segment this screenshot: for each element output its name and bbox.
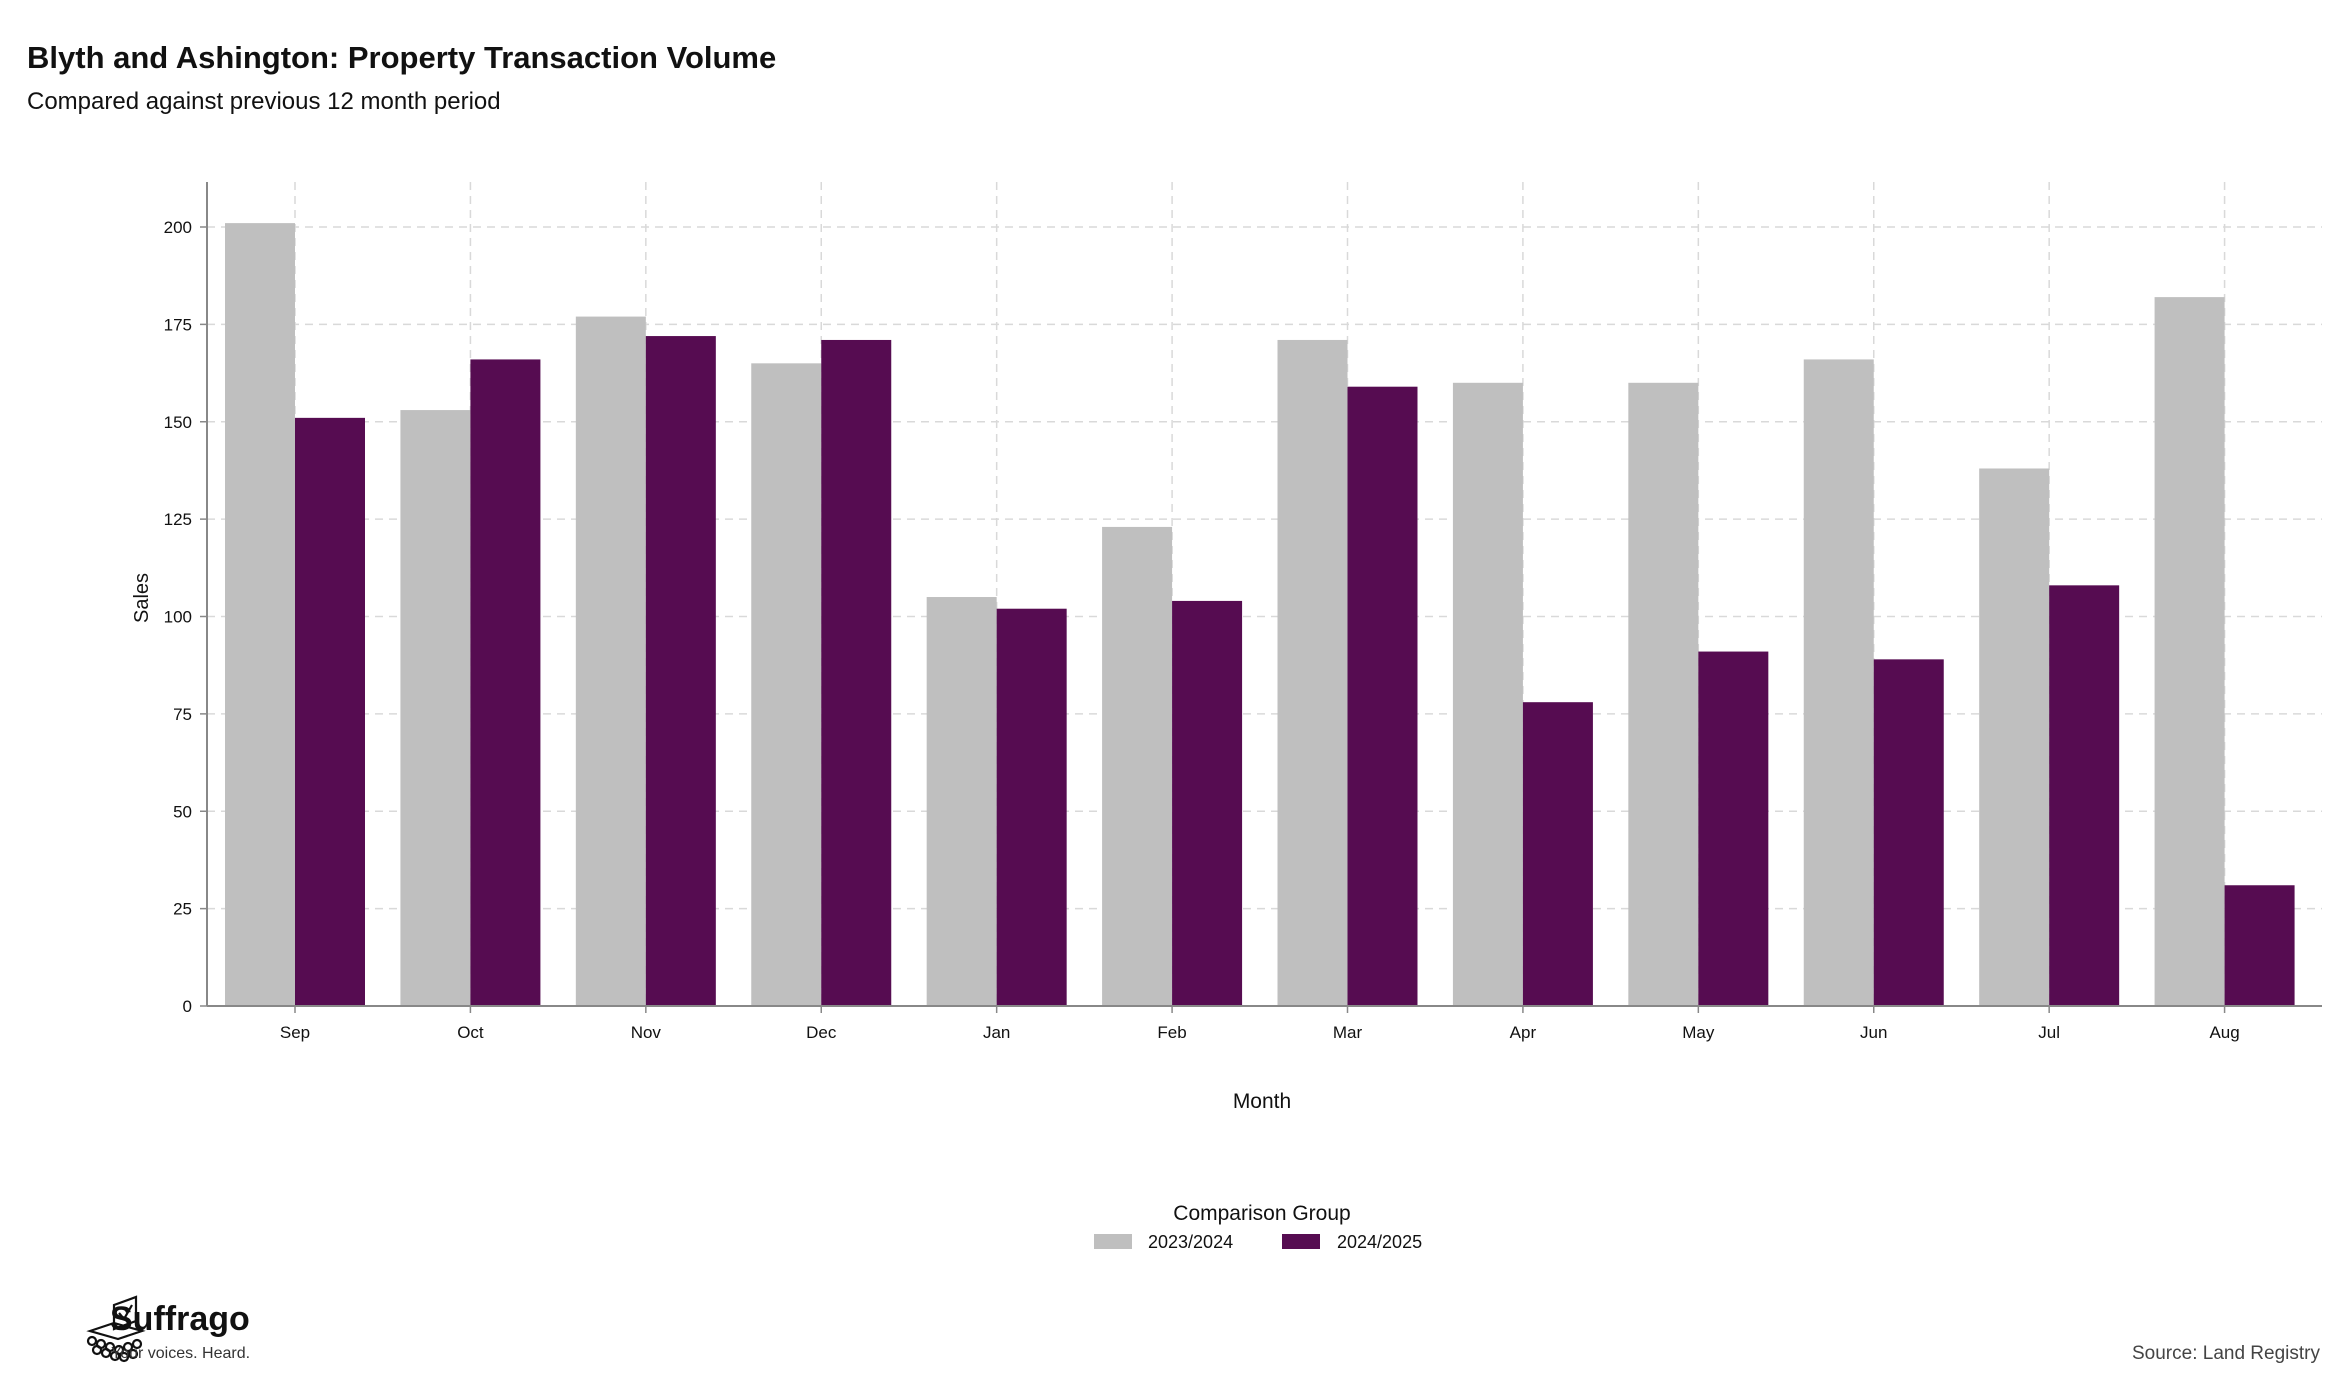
- bar-chart: 0 25 50 75 100 125 150 175 200 Sep Oct Nov Dec Jan Fe…: [131, 182, 2322, 1252]
- y-tick-label: 100: [164, 608, 192, 627]
- legend-title: Comparison Group: [1173, 1202, 1350, 1225]
- bar-2023-2024-aug: [2154, 297, 2225, 1006]
- x-tick-label-apr: Apr: [1510, 1023, 1537, 1042]
- bar-2024-2025-apr: [1522, 702, 1593, 1006]
- x-axis-label: Month: [1233, 1090, 1291, 1113]
- y-axis-label: Sales: [131, 573, 153, 623]
- x-tick-label-aug: Aug: [2209, 1023, 2239, 1042]
- bar-2023-2024-jul: [1979, 468, 2050, 1006]
- brand-name: Suffrago: [110, 1300, 250, 1338]
- y-tick-label: 50: [173, 802, 192, 821]
- bars: [225, 223, 2295, 1007]
- bar-2024-2025-jul: [2049, 585, 2120, 1006]
- x-tick-label-oct: Oct: [457, 1023, 484, 1042]
- y-tick-label: 0: [183, 997, 192, 1016]
- bar-2024-2025-sep: [295, 417, 365, 1007]
- bar-2023-2024-nov: [575, 316, 646, 1007]
- chart-title: Blyth and Ashington: Property Transactio…: [27, 40, 777, 75]
- bar-2024-2025-oct: [470, 359, 541, 1006]
- y-tick-label: 175: [164, 315, 192, 334]
- x-tick-label-may: May: [1682, 1023, 1715, 1042]
- y-tick-labels: 0 25 50 75 100 125 150 175 200: [164, 218, 192, 1016]
- bar-2023-2024-mar: [1277, 339, 1348, 1007]
- bar-2023-2024-jan: [926, 597, 997, 1006]
- x-tick-labels: Sep Oct Nov Dec Jan Feb Mar Apr May Jun Jul Aug: [280, 1023, 2240, 1042]
- y-tick-label: 200: [164, 218, 192, 237]
- bar-2024-2025-dec: [821, 339, 892, 1007]
- axes: [200, 182, 2322, 1013]
- legend-label-2024-2025: 2024/2025: [1337, 1232, 1422, 1252]
- brand-tagline: Your voices. Heard.: [111, 1345, 251, 1362]
- x-tick-label-jul: Jul: [2038, 1023, 2060, 1042]
- bar-2024-2025-may: [1698, 651, 1769, 1006]
- bar-2024-2025-jun: [1873, 659, 1944, 1006]
- x-tick-label-jan: Jan: [983, 1023, 1010, 1042]
- y-tick-label: 125: [164, 510, 192, 529]
- bar-2023-2024-may: [1628, 382, 1699, 1006]
- x-tick-label-mar: Mar: [1333, 1023, 1363, 1042]
- x-tick-label-nov: Nov: [631, 1023, 662, 1042]
- legend-swatch-2023-2024: [1094, 1234, 1132, 1249]
- legend-label-2023-2024: 2023/2024: [1148, 1232, 1233, 1252]
- legend: Comparison Group 2023/2024 2024/2025: [1094, 1202, 1422, 1252]
- bar-2023-2024-oct: [400, 410, 471, 1006]
- bar-2024-2025-nov: [645, 336, 716, 1006]
- bar-2023-2024-sep: [225, 223, 295, 1007]
- bar-2023-2024-jun: [1803, 359, 1874, 1006]
- bar-2024-2025-jan: [996, 608, 1067, 1006]
- x-tick-label-dec: Dec: [806, 1023, 837, 1042]
- bar-2024-2025-mar: [1347, 386, 1418, 1006]
- bar-2024-2025-feb: [1172, 600, 1243, 1006]
- bar-2023-2024-dec: [751, 363, 822, 1006]
- x-tick-label-sep: Sep: [280, 1023, 310, 1042]
- legend-swatch-2024-2025: [1282, 1234, 1320, 1249]
- y-tick-label: 25: [173, 900, 192, 919]
- bar-2023-2024-apr: [1452, 382, 1523, 1006]
- ballot-box-logo-icon: [86, 1295, 146, 1363]
- chart-subtitle: Compared against previous 12 month perio…: [27, 88, 501, 115]
- bar-2024-2025-aug: [2224, 885, 2295, 1006]
- x-tick-label-feb: Feb: [1157, 1023, 1186, 1042]
- x-tick-label-jun: Jun: [1860, 1023, 1887, 1042]
- y-tick-label: 150: [164, 413, 192, 432]
- bar-2023-2024-feb: [1102, 526, 1173, 1006]
- y-tick-label: 75: [173, 705, 192, 724]
- source-note: Source: Land Registry: [2132, 1343, 2320, 1364]
